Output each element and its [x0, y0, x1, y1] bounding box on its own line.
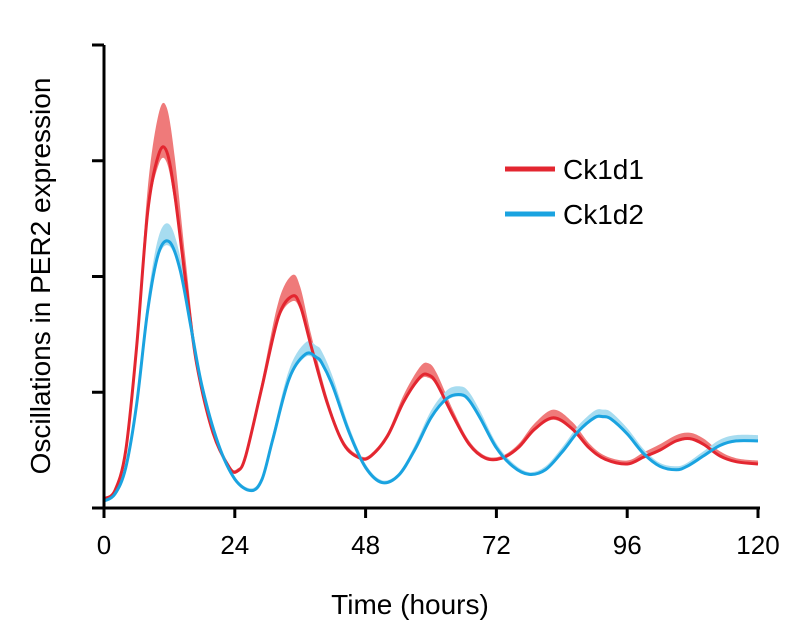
- legend-label-ck1d1: Ck1d1: [563, 154, 644, 185]
- series-lines: [103, 145, 759, 503]
- band-ck1d2: [104, 223, 758, 502]
- x-tick-label: 48: [351, 530, 380, 560]
- y-ticks: [92, 43, 104, 510]
- band-ck1d1: [104, 102, 758, 499]
- y-axis-title: Oscillations in PER2 expression: [25, 78, 56, 475]
- x-tick-label: 96: [613, 530, 642, 560]
- x-tick-label: 120: [736, 530, 779, 560]
- x-tick-label: 24: [220, 530, 249, 560]
- series-line-ck1d1: [103, 145, 759, 501]
- x-axis-title: Time (hours): [331, 589, 489, 620]
- axes: [102, 45, 760, 510]
- series-line-ck1d2: [103, 239, 759, 503]
- legend: Ck1d1 Ck1d2: [505, 154, 644, 230]
- x-tick-label: 72: [482, 530, 511, 560]
- x-tick-label: 0: [97, 530, 111, 560]
- x-ticks: 0 24 48 72 96 120: [97, 508, 780, 560]
- confidence-bands: [104, 102, 758, 502]
- legend-label-ck1d2: Ck1d2: [563, 199, 644, 230]
